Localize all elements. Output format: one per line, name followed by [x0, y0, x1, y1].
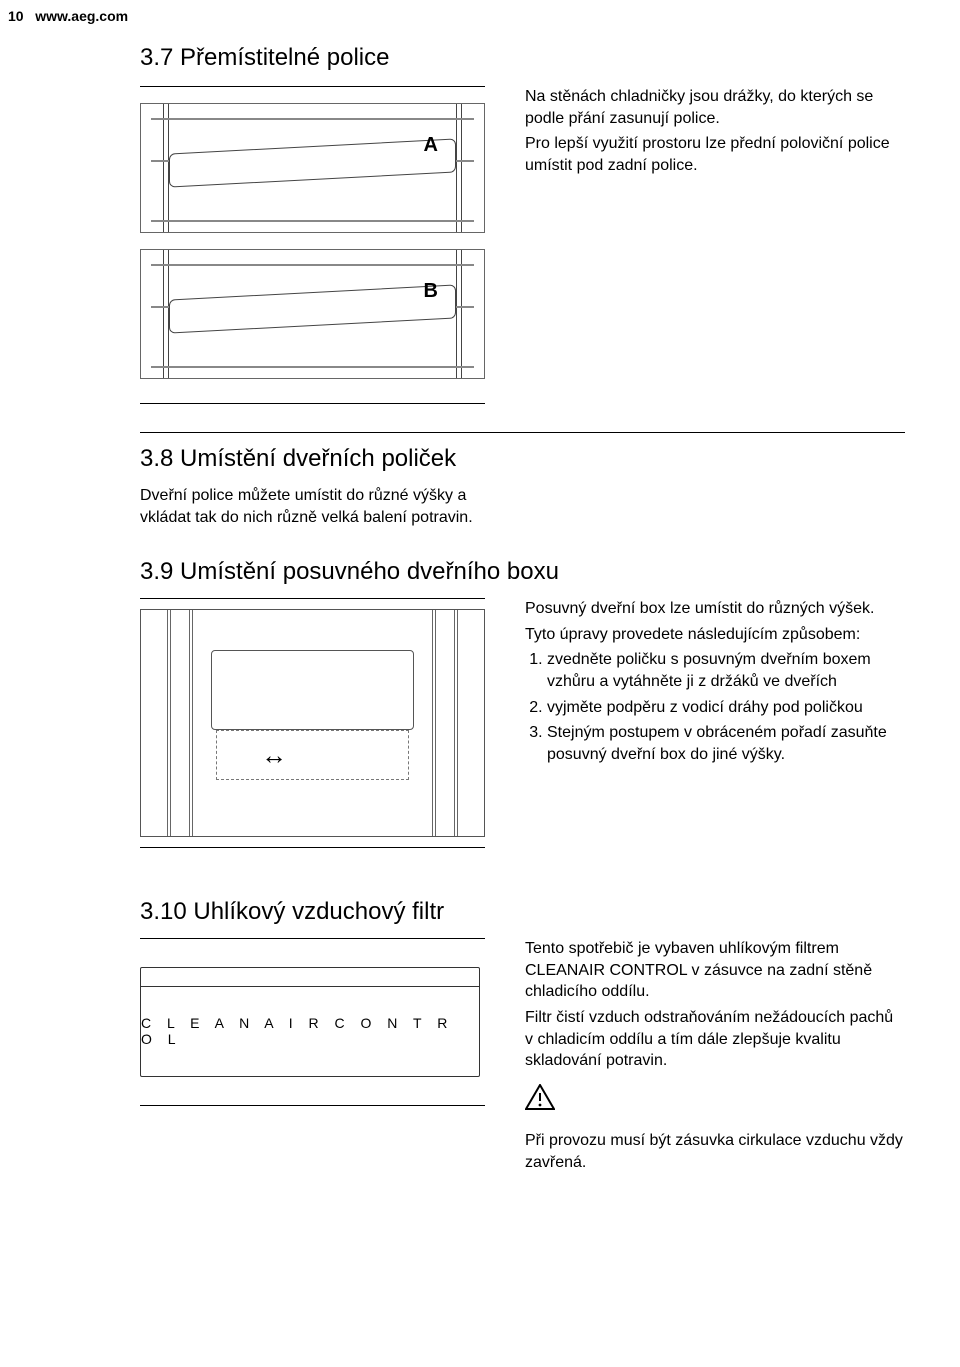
heading-3-9: 3.9 Umístění posuvného dveřního boxu — [140, 558, 905, 586]
s39-p1: Posuvný dveřní box lze umístit do rů­zný… — [525, 598, 905, 620]
s37-p2: Pro lepší využití prostoru lze přední po… — [525, 133, 905, 176]
figure-cleanair-filter: C L E A N A I R C O N T R O L — [140, 938, 485, 1106]
s310-p2: Filtr čistí vzduch odstraňováním nežá­do… — [525, 1007, 905, 1072]
section-3-9: 3.9 Umístění posuvného dveřního boxu ↔ — [140, 546, 905, 858]
section-3-8: 3.8 Umístění dveřních poliček Dveřní pol… — [140, 432, 905, 528]
section-3-7-body: A B Na stěnách chladničky jsou drážky, d… — [140, 86, 905, 404]
s39-step-2: vyjměte podpěru z vodicí dráhy pod polič… — [547, 697, 905, 719]
heading-3-8: 3.8 Umístění dveřních poliček — [140, 445, 905, 473]
s310-warning-text: Při provozu musí být zásuvka cirkulace v… — [525, 1130, 905, 1173]
s37-p1: Na stěnách chladničky jsou drážky, do kt… — [525, 86, 905, 129]
section-3-7-text: Na stěnách chladničky jsou drážky, do kt… — [525, 86, 905, 404]
figure-door-box: ↔ — [140, 598, 485, 848]
s38-text: Dveřní police můžete umístit do různé vý… — [140, 485, 500, 528]
heading-3-10: 3.10 Uhlíkový vzduchový filtr — [140, 898, 905, 926]
heading-3-7: 3.7 Přemístitelné police — [140, 44, 905, 72]
figure-shelves: A B — [140, 86, 485, 404]
section-3-10: 3.10 Uhlíkový vzduchový filtr C L E A N … — [140, 886, 905, 1177]
s39-p2: Tyto úpravy provedete následujícím způ­s… — [525, 624, 905, 646]
page-header: 10 www.aeg.com — [0, 0, 960, 24]
s39-steps: zvedněte poličku s posuvným dveřním boxe… — [525, 649, 905, 765]
section-3-10-text: Tento spotřebič je vybaven uhlíkovým fil… — [525, 938, 905, 1177]
site-url: www.aeg.com — [35, 8, 128, 24]
shelf-diagram-a: A — [140, 103, 485, 233]
shelf-label-b: B — [424, 280, 438, 303]
page-number: 10 — [8, 8, 24, 24]
shelf-diagram-b: B — [140, 249, 485, 379]
s39-step-1: zvedněte poličku s posuvným dveřním boxe… — [547, 649, 905, 692]
section-3-9-text: Posuvný dveřní box lze umístit do rů­zný… — [525, 598, 905, 858]
s310-p1: Tento spotřebič je vybaven uhlíkovým fil… — [525, 938, 905, 1003]
page-content: 3.7 Přemístitelné police A B — [0, 24, 960, 1266]
move-arrow-icon: ↔ — [261, 740, 287, 771]
warning-icon — [525, 1084, 555, 1110]
shelf-label-a: A — [424, 134, 438, 157]
s39-step-3: Stejným postupem v obráceném pořadí zasu… — [547, 722, 905, 765]
cleanair-label: C L E A N A I R C O N T R O L — [141, 1015, 479, 1047]
